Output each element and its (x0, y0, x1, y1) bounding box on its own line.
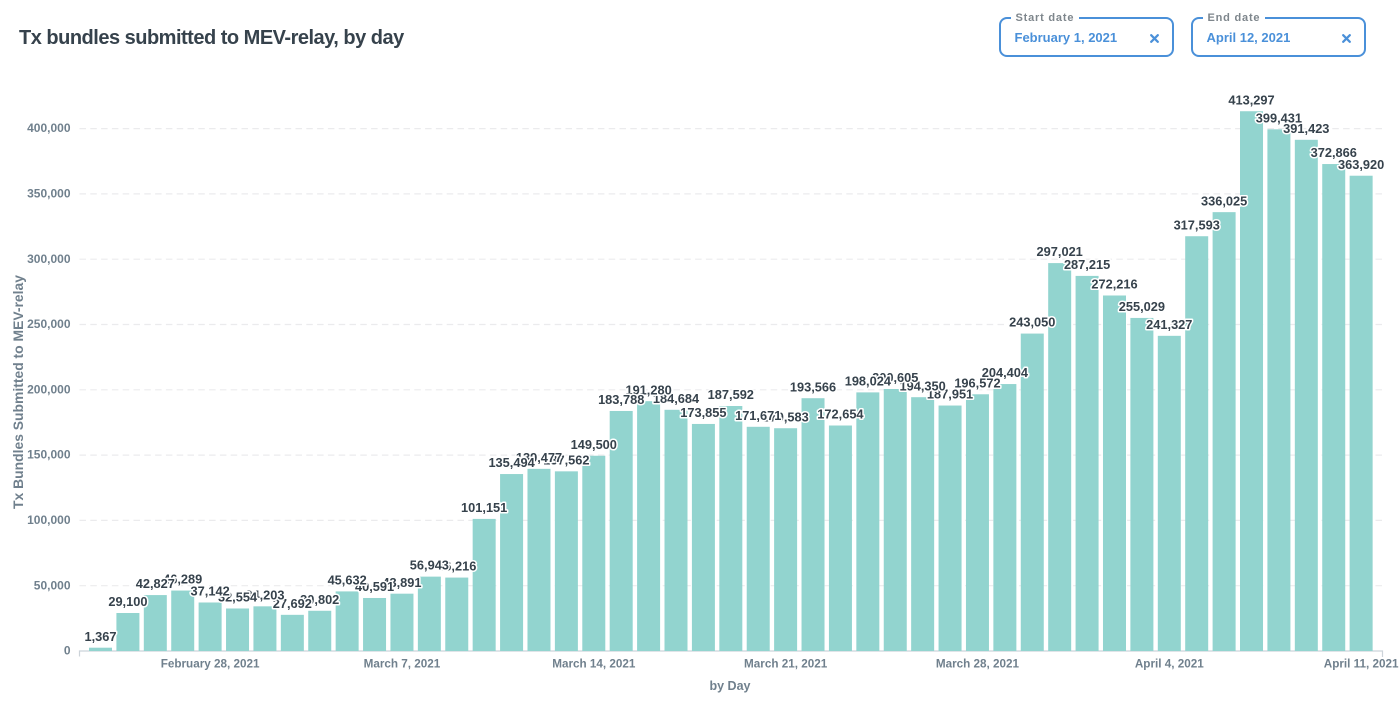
svg-text:250,000: 250,000 (27, 317, 71, 331)
svg-text:1,367: 1,367 (84, 629, 116, 644)
svg-text:187,951: 187,951 (927, 387, 973, 402)
svg-text:45,632: 45,632 (328, 573, 367, 588)
svg-text:350,000: 350,000 (27, 187, 71, 201)
svg-text:391,423: 391,423 (1283, 121, 1329, 136)
svg-text:336,025: 336,025 (1201, 193, 1247, 208)
svg-text:170,583: 170,583 (762, 409, 808, 424)
svg-text:56,216: 56,216 (437, 559, 476, 574)
svg-text:April 11, 2021: April 11, 2021 (1324, 657, 1399, 670)
svg-text:255,029: 255,029 (1119, 299, 1165, 314)
svg-text:194,350: 194,350 (900, 378, 946, 393)
svg-text:34,203: 34,203 (245, 587, 284, 602)
svg-text:300,000: 300,000 (27, 252, 71, 266)
svg-text:0: 0 (64, 644, 71, 658)
svg-text:137,562: 137,562 (543, 452, 589, 467)
svg-text:399,431: 399,431 (1256, 110, 1302, 125)
svg-text:Tx Bundles Submitted to MEV-re: Tx Bundles Submitted to MEV-relay (10, 275, 26, 509)
svg-text:46,289: 46,289 (163, 572, 202, 587)
svg-text:March 21, 2021: March 21, 2021 (744, 657, 828, 670)
svg-text:50,000: 50,000 (34, 578, 71, 592)
svg-text:43,891: 43,891 (382, 575, 421, 590)
svg-text:March 7, 2021: March 7, 2021 (364, 657, 441, 670)
svg-text:272,216: 272,216 (1091, 277, 1137, 292)
svg-text:135,494: 135,494 (488, 455, 535, 470)
svg-text:193,566: 193,566 (790, 379, 836, 394)
svg-text:173,855: 173,855 (680, 405, 726, 420)
svg-text:413,297: 413,297 (1228, 92, 1274, 107)
svg-text:150,000: 150,000 (27, 448, 71, 462)
svg-text:27,692: 27,692 (273, 596, 312, 611)
svg-text:200,000: 200,000 (27, 382, 71, 396)
svg-text:287,215: 287,215 (1064, 257, 1110, 272)
svg-text:297,021: 297,021 (1037, 244, 1083, 259)
svg-text:30,802: 30,802 (300, 592, 339, 607)
svg-text:183,788: 183,788 (598, 392, 644, 407)
svg-text:400,000: 400,000 (27, 121, 71, 135)
svg-text:139,477: 139,477 (516, 450, 562, 465)
svg-text:196,572: 196,572 (954, 375, 1000, 390)
svg-text:171,671: 171,671 (735, 408, 781, 423)
svg-text:317,593: 317,593 (1174, 217, 1220, 232)
svg-text:37,142: 37,142 (191, 584, 230, 599)
svg-text:198,024: 198,024 (845, 373, 892, 388)
svg-text:241,327: 241,327 (1146, 317, 1192, 332)
svg-text:40,591: 40,591 (355, 579, 394, 594)
svg-text:204,404: 204,404 (982, 365, 1029, 380)
svg-text:March 28, 2021: March 28, 2021 (936, 657, 1020, 670)
svg-text:April 4, 2021: April 4, 2021 (1135, 657, 1204, 670)
svg-text:149,500: 149,500 (571, 437, 617, 452)
svg-text:March 14, 2021: March 14, 2021 (552, 657, 636, 670)
svg-text:172,654: 172,654 (817, 407, 864, 422)
svg-text:29,100: 29,100 (108, 594, 147, 609)
svg-text:by Day: by Day (710, 679, 751, 693)
svg-text:184,684: 184,684 (653, 391, 700, 406)
svg-text:191,280: 191,280 (625, 382, 671, 397)
svg-text:101,151: 101,151 (461, 500, 507, 515)
svg-text:187,592: 187,592 (708, 387, 754, 402)
svg-text:363,920: 363,920 (1338, 157, 1384, 172)
svg-text:32,554: 32,554 (218, 590, 258, 605)
svg-text:100,000: 100,000 (27, 513, 71, 527)
svg-text:372,866: 372,866 (1311, 145, 1357, 160)
svg-text:42,827: 42,827 (136, 576, 175, 591)
svg-text:200,605: 200,605 (872, 370, 918, 385)
svg-text:February 28, 2021: February 28, 2021 (161, 657, 260, 670)
svg-text:56,943: 56,943 (410, 558, 449, 573)
svg-text:243,050: 243,050 (1009, 315, 1055, 330)
